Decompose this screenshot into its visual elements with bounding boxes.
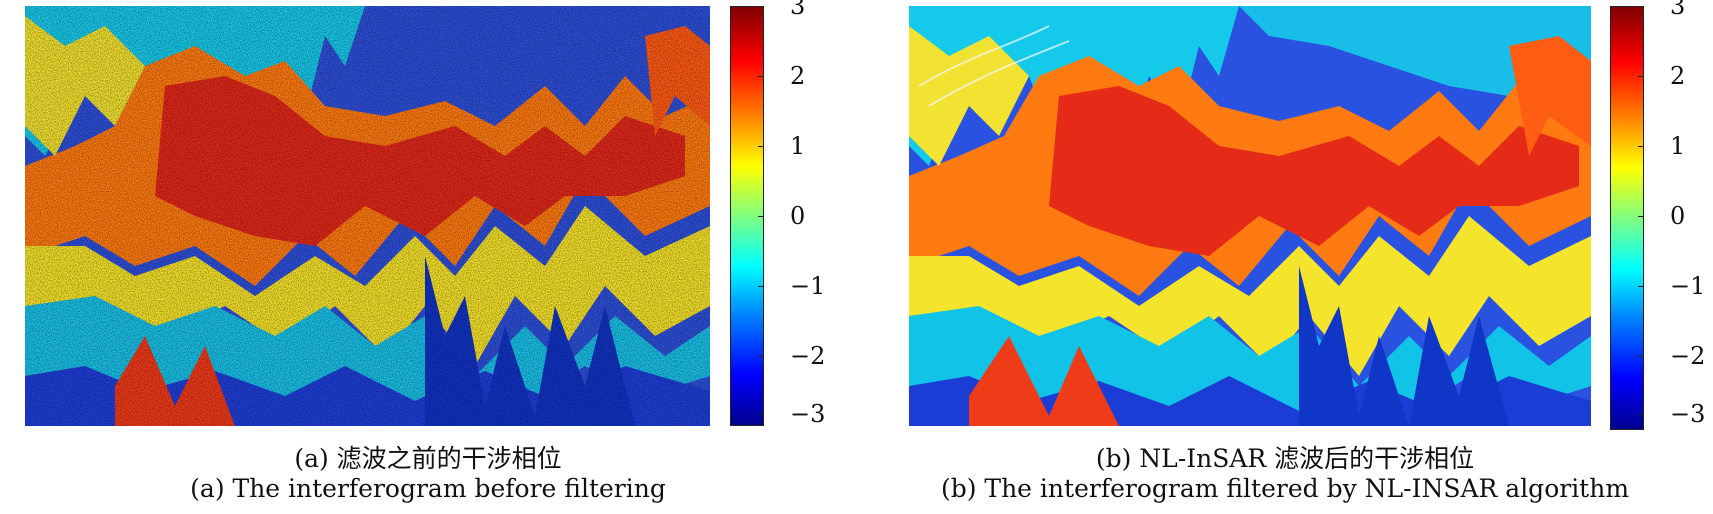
- figure-panel-a: 3 2 1 0 −1 −2 −3 (a) 滤波之前的干涉相位 (a) The i…: [0, 0, 856, 514]
- colorbar-ticks-a: 3 2 1 0 −1 −2 −3: [758, 0, 826, 428]
- caption-b: (b) NL-InSAR 滤波后的干涉相位 (b) The interferog…: [857, 444, 1713, 504]
- caption-b-chinese: (b) NL-InSAR 滤波后的干涉相位: [1095, 444, 1475, 473]
- colorbar-ticks-b: 3 2 1 0 −1 −2 −3: [1638, 0, 1706, 428]
- interferogram-image-a: [25, 6, 710, 426]
- caption-a-chinese: (a) 滤波之前的干涉相位: [294, 444, 562, 473]
- interferogram-image-b: [909, 6, 1591, 426]
- caption-b-english: (b) The interferogram filtered by NL-INS…: [940, 474, 1630, 503]
- caption-a: (a) 滤波之前的干涉相位 (a) The interferogram befo…: [0, 444, 856, 504]
- caption-a-english: (a) The interferogram before filtering: [190, 474, 666, 503]
- figure-panel-b: 3 2 1 0 −1 −2 −3 (b) NL-InSAR 滤波后的干涉相位 (…: [857, 0, 1713, 514]
- colorbar-b: [1610, 6, 1644, 430]
